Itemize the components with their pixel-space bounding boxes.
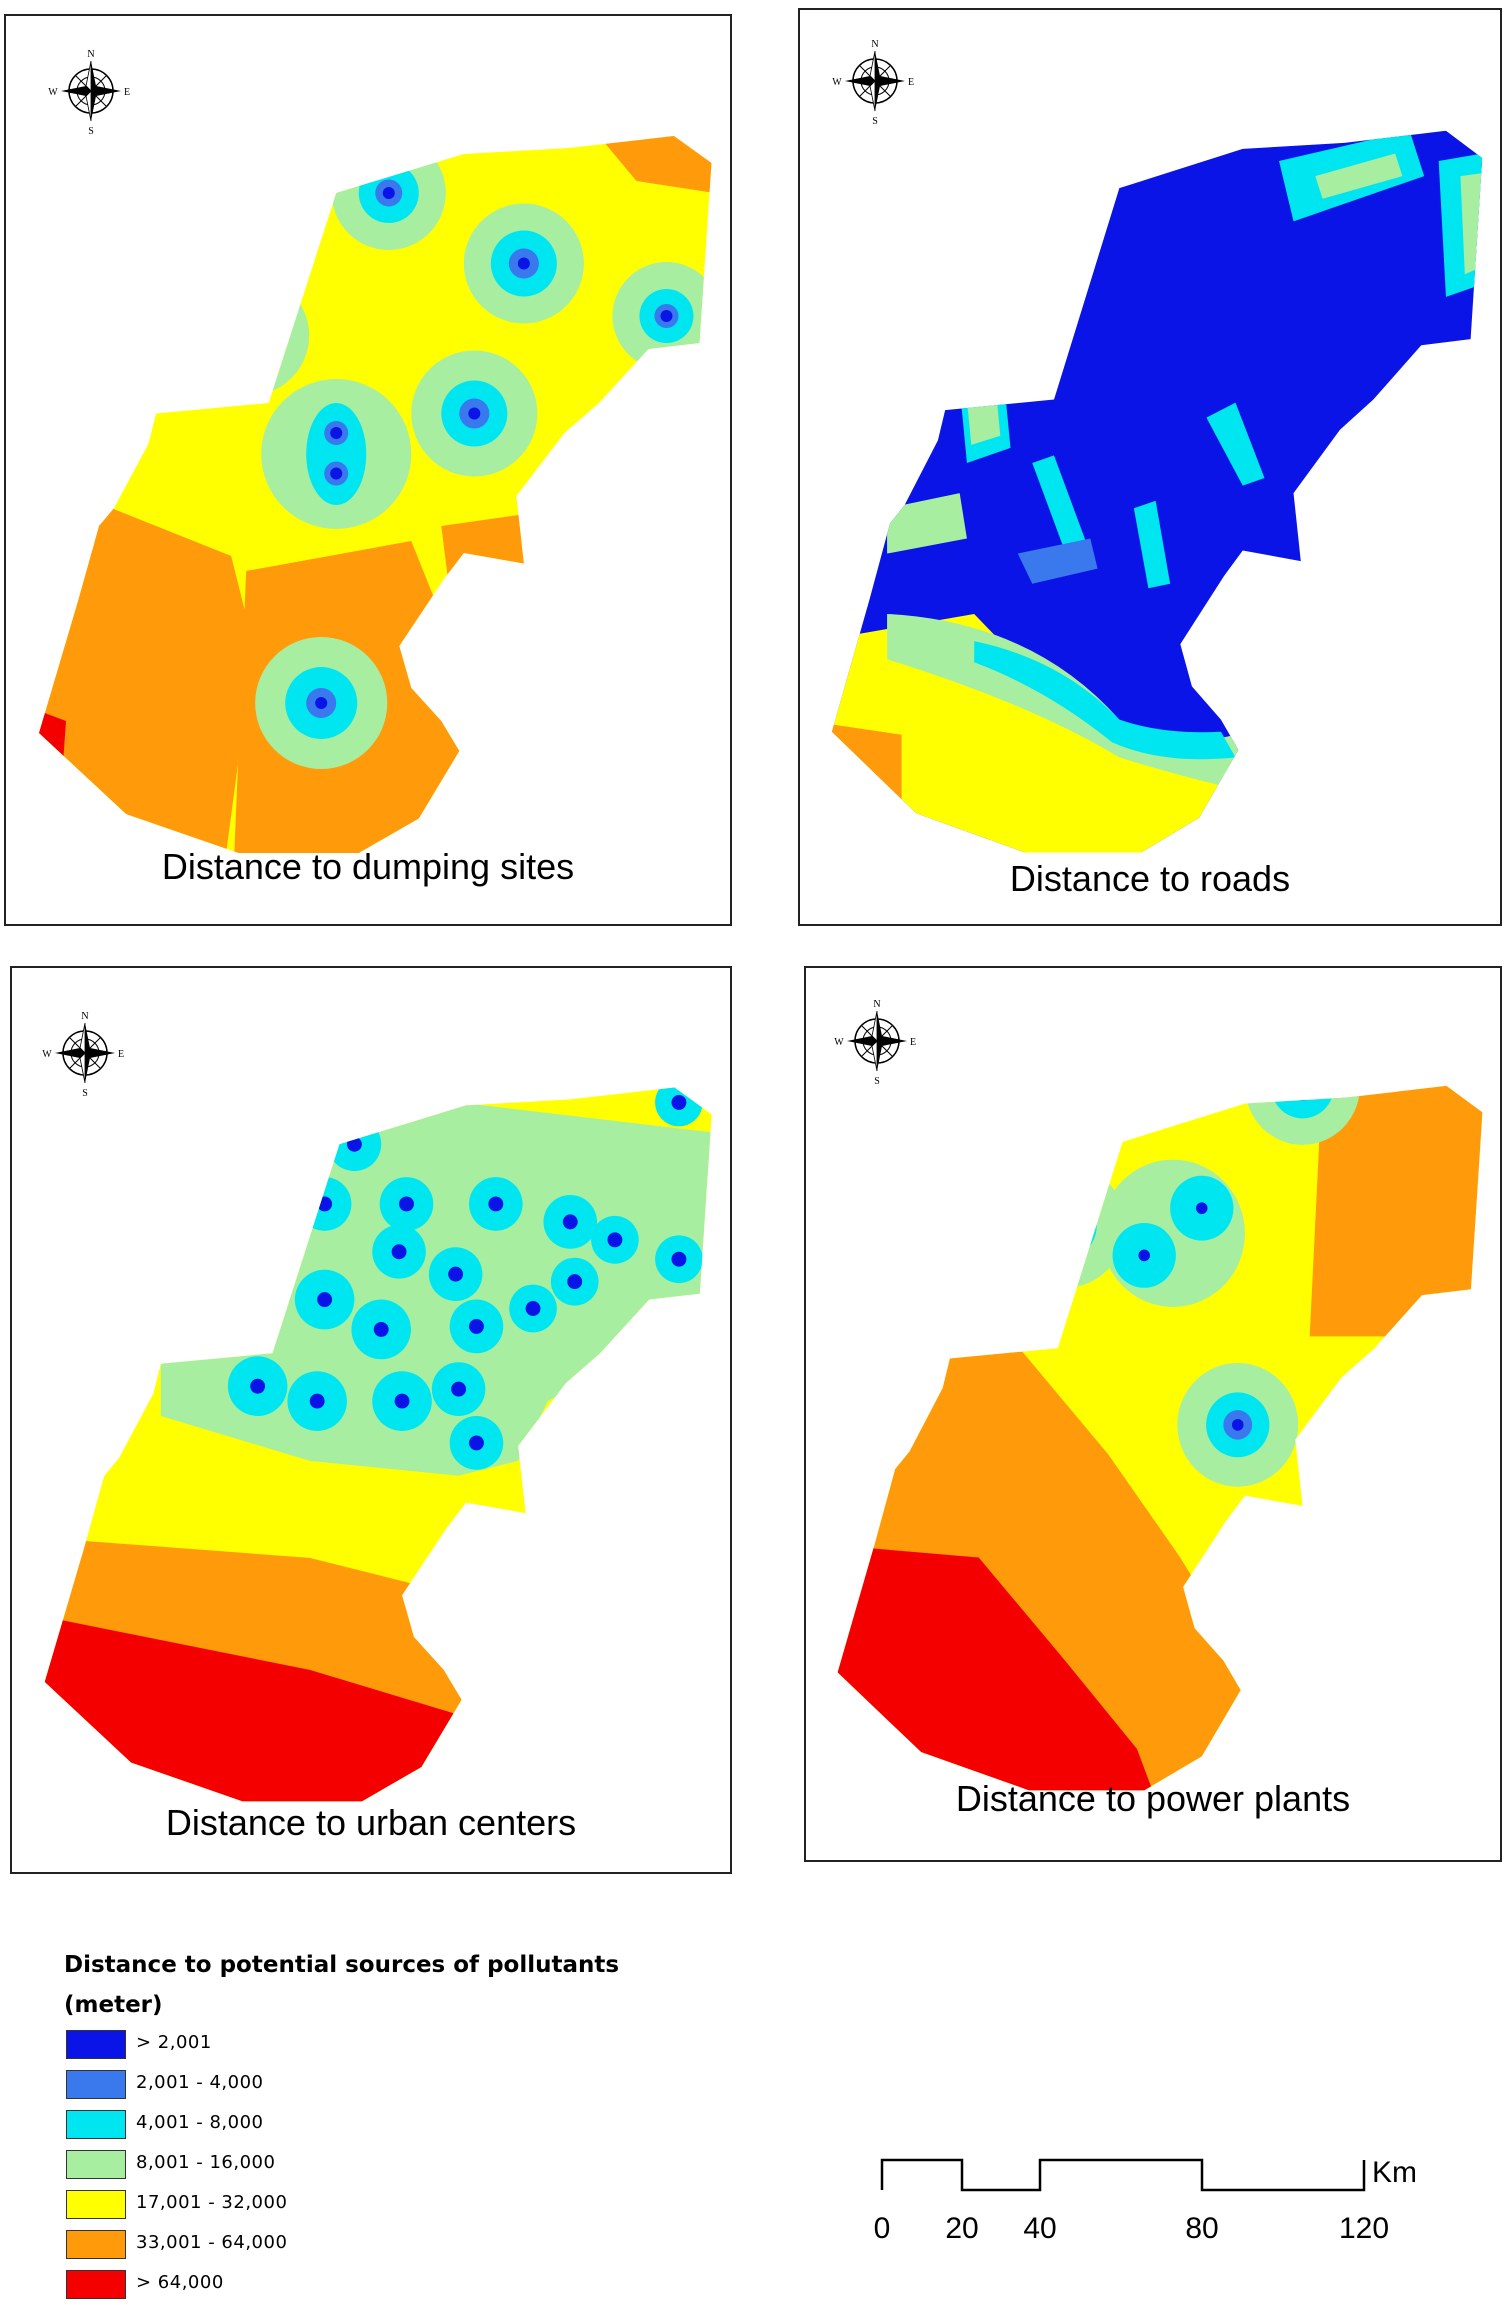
map-panel-urban-centers: N S E W Distance to urban centers [10, 966, 732, 1874]
compass-rose-icon: N S E W [48, 49, 130, 136]
compass-e-label: E [124, 87, 130, 98]
legend: Distance to potential sources of polluta… [64, 1945, 684, 2305]
legend-unit: (meter) [64, 1992, 163, 2018]
compass-n-label: N [87, 49, 94, 60]
compass-w-label: W [834, 1037, 844, 1048]
legend-swatch [66, 2030, 126, 2059]
panel-title-urban-centers: Distance to urban centers [165, 1802, 577, 1843]
map-dumping-sites [39, 136, 712, 853]
compass-s-label: S [82, 1088, 88, 1098]
map-roads [831, 130, 1483, 853]
compass-s-label: S [874, 1076, 880, 1086]
compass-e-label: E [908, 77, 914, 88]
scale-tick-label: 20 [945, 2212, 979, 2245]
legend-label: 2,001 - 4,000 [136, 2072, 264, 2093]
scale-unit-label: Km [1372, 2156, 1417, 2189]
compass-s-label: S [88, 126, 94, 136]
legend-label: 17,001 - 32,000 [136, 2192, 288, 2213]
panel-title-power-plants: Distance to power plants [955, 1778, 1351, 1819]
compass-e-label: E [910, 1037, 916, 1048]
legend-label: > 2,001 [136, 2032, 212, 2053]
legend-item: 33,001 - 64,000 [64, 2225, 684, 2265]
legend-swatch [66, 2110, 126, 2139]
legend-swatch [66, 2270, 126, 2299]
map-panel-power-plants: N S E W Distance to power plants [804, 966, 1502, 1862]
legend-item: 8,001 - 16,000 [64, 2145, 684, 2185]
legend-swatch [66, 2190, 126, 2219]
panel-title-roads: Distance to roads [1009, 858, 1291, 899]
compass-rose-icon: N S E W [834, 999, 916, 1086]
compass-w-label: W [48, 87, 58, 98]
compass-n-label: N [873, 999, 880, 1010]
scale-tick-label: 0 [873, 2212, 891, 2245]
compass-rose-icon: N S E W [42, 1011, 124, 1098]
legend-item: > 64,000 [64, 2265, 684, 2305]
legend-label: 8,001 - 16,000 [136, 2152, 276, 2173]
compass-n-label: N [871, 39, 878, 50]
legend-item: 2,001 - 4,000 [64, 2065, 684, 2105]
map-power-plants [837, 1085, 1483, 1791]
map-urban-centers [44, 1087, 712, 1802]
legend-title: Distance to potential sources of polluta… [64, 1952, 620, 1978]
legend-swatch [66, 2070, 126, 2099]
compass-s-label: S [872, 116, 878, 126]
scale-tick-label: 120 [1338, 2212, 1390, 2245]
scale-bar: 0 20 40 80 120 Km [860, 2150, 1420, 2250]
compass-e-label: E [118, 1049, 124, 1060]
legend-item: 17,001 - 32,000 [64, 2185, 684, 2225]
scale-tick-label: 80 [1185, 2212, 1219, 2245]
legend-label: 33,001 - 64,000 [136, 2232, 288, 2253]
legend-item: > 2,001 [64, 2025, 684, 2065]
legend-label: > 64,000 [136, 2272, 224, 2293]
panel-title-dumping-sites: Distance to dumping sites [161, 846, 575, 887]
legend-swatch [66, 2230, 126, 2259]
legend-items: > 2,001 2,001 - 4,000 4,001 - 8,000 8,001 -… [64, 2025, 684, 2305]
compass-n-label: N [81, 1011, 88, 1022]
scale-bar-graphic [880, 2158, 1366, 2192]
scale-tick-label: 40 [1023, 2212, 1057, 2245]
compass-rose-icon: N S E W [832, 39, 914, 126]
legend-item: 4,001 - 8,000 [64, 2105, 684, 2145]
legend-label: 4,001 - 8,000 [136, 2112, 264, 2133]
compass-w-label: W [42, 1049, 52, 1060]
legend-swatch [66, 2150, 126, 2179]
compass-w-label: W [832, 77, 842, 88]
map-panel-roads: N S E W Distance to roads [798, 8, 1502, 926]
map-panel-dumping-sites: N S E W Distance to dumping sites [4, 14, 732, 926]
